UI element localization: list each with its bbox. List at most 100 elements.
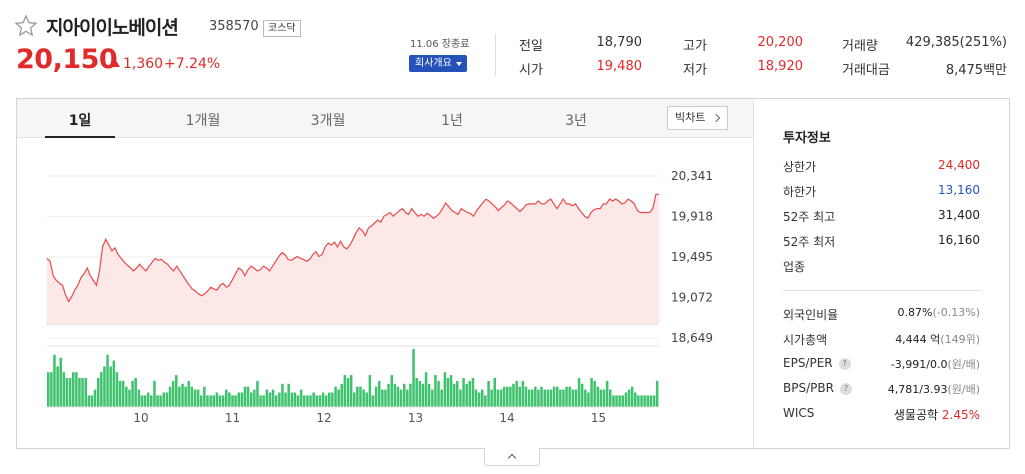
summary-label-low: 저가 <box>683 63 707 78</box>
eps-per-unit: (원/배) <box>947 358 980 371</box>
volume-bar <box>546 389 550 407</box>
summary-label-volume: 거래량 <box>842 39 878 54</box>
trade-date-label: 11.06 장종료 <box>410 39 470 50</box>
x-tick-label: 15 <box>591 411 606 425</box>
eps-per-label: EPS/PER <box>783 356 833 370</box>
volume-bar <box>540 386 543 407</box>
upper-limit-label: 상한가 <box>783 160 817 174</box>
stock-name: 지아이이노베이션 <box>46 17 179 39</box>
volume-bar <box>106 354 109 407</box>
volume-bar <box>296 395 300 407</box>
intraday-chart[interactable]: 20,341 19,918 19,495 19,072 18,649 10 11 12 13 14… <box>17 139 752 448</box>
upper-limit-value: 24,400 <box>938 158 980 172</box>
volume-bar <box>359 386 362 407</box>
market-cap-value: 4,444 억 <box>895 333 941 346</box>
volume-bar <box>284 392 287 407</box>
big-chart-label: 빅차트 <box>675 111 706 124</box>
volume-bar <box>115 372 119 407</box>
volume-bar <box>299 389 303 407</box>
volume-bar <box>231 395 234 407</box>
company-overview-button[interactable]: 회사개요 <box>409 55 467 72</box>
volume-bar <box>118 380 122 407</box>
volume-bar <box>240 392 244 407</box>
volume-bar <box>81 378 84 407</box>
volume-bar <box>150 395 153 407</box>
volume-bar <box>212 395 216 407</box>
volume-bar <box>59 357 63 407</box>
volume-bar <box>427 383 431 407</box>
volume-bar <box>459 389 462 407</box>
summary-label-open: 시가 <box>519 63 543 78</box>
volume-bar <box>630 386 634 407</box>
volume-bar <box>627 389 631 407</box>
x-tick-label: 14 <box>499 411 514 425</box>
x-tick-label: 12 <box>316 411 331 425</box>
tab-3month[interactable]: 3개월 <box>310 113 346 129</box>
wics-sector[interactable]: 생물공학 <box>893 408 939 422</box>
volume-bar <box>487 380 490 407</box>
volume-bar <box>324 395 328 407</box>
volume-bar <box>228 392 231 407</box>
summary-label-high: 고가 <box>683 39 707 54</box>
volume-bar <box>643 395 646 407</box>
volume-bar <box>187 380 191 407</box>
volume-bar <box>209 395 212 407</box>
volume-bar <box>218 395 222 407</box>
favorite-star-icon[interactable] <box>14 14 38 38</box>
volume-bar <box>140 395 144 407</box>
volume-bar <box>259 395 262 407</box>
volume-bar <box>337 389 340 407</box>
volume-bar <box>384 389 387 407</box>
volume-bar <box>293 392 297 407</box>
volume-bar <box>328 392 331 407</box>
change-amount: 1,360 <box>123 56 164 72</box>
volume-bar <box>84 378 88 407</box>
volume-bar <box>390 375 394 407</box>
volume-bar <box>524 386 528 407</box>
eps-per-value-group: -3,991/0.0(원/배) <box>810 356 980 372</box>
volume-bar <box>62 372 66 407</box>
volume-bar <box>312 392 315 407</box>
change-percent: +7.24% <box>164 56 221 72</box>
wics-change: 2.45% <box>941 408 980 422</box>
bps-pbr-value-group: 4,781/3.93(원/배) <box>810 381 980 397</box>
volume-bar <box>250 392 253 407</box>
tab-3year[interactable]: 3년 <box>565 113 587 129</box>
tab-1month[interactable]: 1개월 <box>185 113 221 129</box>
help-icon[interactable]: ? <box>839 383 852 395</box>
volume-bar <box>584 389 587 407</box>
volume-bar <box>196 389 200 407</box>
volume-bar <box>237 392 241 407</box>
collapse-button[interactable] <box>484 448 540 466</box>
volume-bar <box>424 372 428 407</box>
volume-bar <box>509 386 512 407</box>
volume-bar <box>287 383 290 407</box>
volume-bar <box>306 395 309 407</box>
volume-bar <box>580 383 584 407</box>
summary-value-prev-close: 18,790 <box>596 35 643 50</box>
volume-bar <box>621 395 625 407</box>
volume-bar <box>303 395 306 407</box>
low-52week-label: 52주 최저 <box>783 235 836 249</box>
volume-bar <box>652 395 656 407</box>
help-icon[interactable]: ? <box>838 358 851 370</box>
bps-pbr-unit: (원/배) <box>947 383 980 396</box>
tab-1day[interactable]: 1일 <box>68 113 92 129</box>
volume-bar <box>565 386 568 407</box>
volume-bar <box>634 392 637 407</box>
big-chart-button[interactable]: 빅차트 <box>667 106 728 130</box>
volume-bar <box>409 383 412 407</box>
volume-bar <box>421 383 425 407</box>
volume-bar <box>47 372 50 407</box>
volume-bar <box>521 380 525 407</box>
volume-bar <box>56 366 59 407</box>
volume-bar <box>515 380 518 407</box>
volume-bar <box>109 366 112 407</box>
chevron-up-icon <box>507 453 517 463</box>
side-divider <box>753 99 754 448</box>
volume-bar <box>574 389 578 407</box>
volume-bar <box>97 378 100 407</box>
volume-bar <box>246 386 250 407</box>
tab-1year[interactable]: 1년 <box>441 113 463 129</box>
volume-bar <box>496 389 500 407</box>
